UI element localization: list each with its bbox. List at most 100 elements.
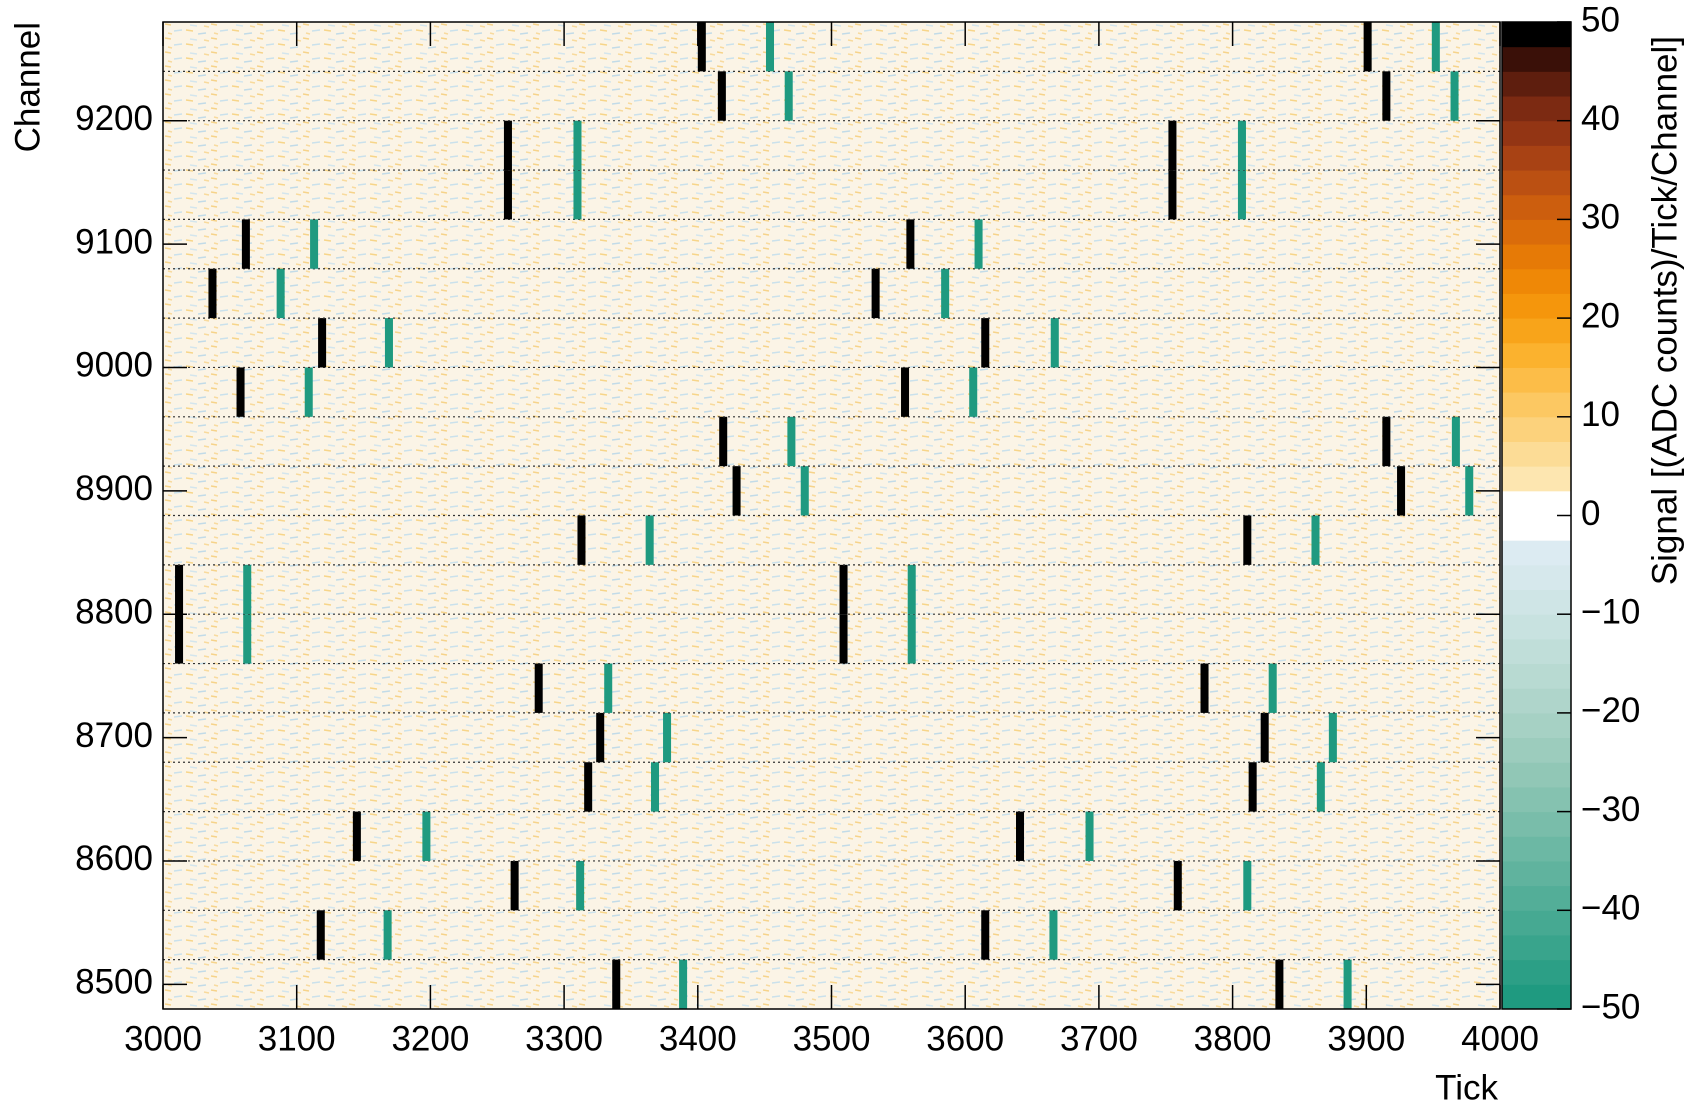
colorbar-swatch	[1502, 244, 1571, 270]
signal-pulse	[1465, 466, 1474, 516]
signal-pulse	[1243, 515, 1252, 565]
colorbar-swatch	[1502, 22, 1571, 48]
colorbar-tick-label: 50	[1581, 0, 1620, 39]
x-tick-label: 3500	[793, 1019, 871, 1058]
y-tick-label: 8800	[75, 592, 153, 631]
y-tick-label: 8900	[75, 469, 153, 508]
colorbar-swatch	[1502, 737, 1571, 763]
y-tick-label: 9200	[75, 99, 153, 138]
colorbar-tick-label: 10	[1581, 395, 1620, 434]
colorbar-swatch	[1502, 145, 1571, 171]
signal-pulse	[645, 515, 654, 565]
signal-pulse	[974, 219, 983, 269]
colorbar-swatch	[1502, 712, 1571, 739]
signal-pulse	[503, 120, 512, 171]
colorbar-swatch	[1502, 120, 1571, 146]
y-tick-label: 9100	[75, 222, 153, 261]
colorbar-swatch	[1502, 910, 1571, 936]
y-tick-label: 9000	[75, 346, 153, 385]
signal-pulse	[717, 71, 726, 121]
colorbar-swatch	[1502, 614, 1571, 640]
colorbar-swatch	[1502, 959, 1571, 985]
signal-pulse	[839, 564, 848, 615]
signal-pulse	[651, 762, 660, 812]
x-tick-label: 3600	[926, 1019, 1004, 1058]
colorbar-swatch	[1502, 367, 1571, 393]
signal-pulse	[243, 564, 252, 615]
signal-pulse	[1382, 416, 1391, 467]
signal-pulse	[1275, 959, 1284, 1009]
signal-pulse	[969, 367, 978, 417]
signal-pulse	[1050, 318, 1059, 368]
signal-pulse	[175, 564, 184, 615]
x-tick-label: 3300	[525, 1019, 603, 1058]
signal-pulse	[503, 170, 512, 220]
signal-pulse	[1397, 466, 1406, 516]
signal-pulse	[241, 219, 250, 269]
signal-pulse	[906, 219, 915, 269]
colorbar-tick-label: 40	[1581, 99, 1620, 138]
signal-pulse	[784, 71, 793, 121]
colorbar-label: Signal [(ADC counts)/Tick/Channel]	[1645, 36, 1684, 585]
signal-pulse	[304, 367, 313, 417]
signal-pulse	[981, 910, 990, 960]
signal-pulse	[1237, 120, 1246, 171]
colorbar-swatch	[1502, 170, 1571, 196]
colorbar-tick-label: −30	[1581, 790, 1640, 829]
x-tick-label: 3700	[1060, 1019, 1138, 1058]
x-tick-label: 3100	[258, 1019, 336, 1058]
x-tick-label: 3400	[659, 1019, 737, 1058]
signal-pulse	[612, 959, 621, 1009]
y-tick-label: 8700	[75, 716, 153, 755]
colorbar-swatch	[1502, 688, 1571, 714]
colorbar-swatch	[1502, 466, 1571, 492]
signal-pulse	[534, 663, 543, 713]
colorbar-swatch	[1502, 194, 1571, 220]
signal-pulse	[1268, 663, 1277, 713]
signal-pulse	[310, 219, 319, 269]
signal-pulse	[679, 959, 688, 1009]
background-noise	[163, 22, 1500, 1009]
colorbar-swatch	[1502, 416, 1571, 442]
y-tick-label: 8600	[75, 839, 153, 878]
colorbar-tick-label: 0	[1581, 494, 1600, 533]
colorbar-swatch	[1502, 441, 1571, 467]
colorbar-tick-label: −40	[1581, 889, 1640, 928]
colorbar-swatch	[1502, 540, 1571, 566]
y-axis-label: Channel	[8, 22, 47, 152]
signal-pulse	[1248, 762, 1257, 812]
signal-pulse	[1311, 515, 1320, 565]
signal-pulse	[901, 367, 910, 417]
x-tick-label: 3800	[1194, 1019, 1272, 1058]
signal-pulse	[719, 416, 728, 467]
x-tick-label: 4000	[1461, 1019, 1539, 1058]
signal-pulse	[1085, 811, 1094, 861]
colorbar-swatch	[1502, 490, 1571, 516]
x-tick-label: 3000	[124, 1019, 202, 1058]
x-tick-label: 3200	[391, 1019, 469, 1058]
colorbar-swatch	[1502, 811, 1571, 837]
colorbar-swatch	[1502, 934, 1571, 961]
signal-pulse	[276, 268, 285, 319]
signal-pulse	[1237, 170, 1246, 220]
colorbar-swatch	[1502, 836, 1571, 862]
signal-pulse	[907, 614, 916, 664]
signal-pulse	[316, 910, 325, 960]
colorbar-swatch	[1502, 984, 1571, 1010]
signal-pulse	[1260, 712, 1269, 763]
signal-pulse	[732, 466, 741, 516]
signal-pulse	[1450, 71, 1459, 121]
colorbar-tick-label: 20	[1581, 296, 1620, 335]
signal-pulse	[871, 268, 880, 319]
colorbar-tick-label: 30	[1581, 198, 1620, 237]
signal-pulse	[510, 860, 519, 911]
colorbar-swatch	[1502, 663, 1571, 689]
signal-pulse	[1168, 170, 1177, 220]
colorbar-swatch	[1502, 342, 1571, 368]
signal-pulse	[697, 22, 706, 72]
signal-pulse	[1431, 22, 1440, 72]
colorbar-swatch	[1502, 885, 1571, 911]
colorbar-tick-label: −10	[1581, 592, 1640, 631]
signal-pulse	[907, 564, 916, 615]
signal-pulse	[243, 614, 252, 664]
